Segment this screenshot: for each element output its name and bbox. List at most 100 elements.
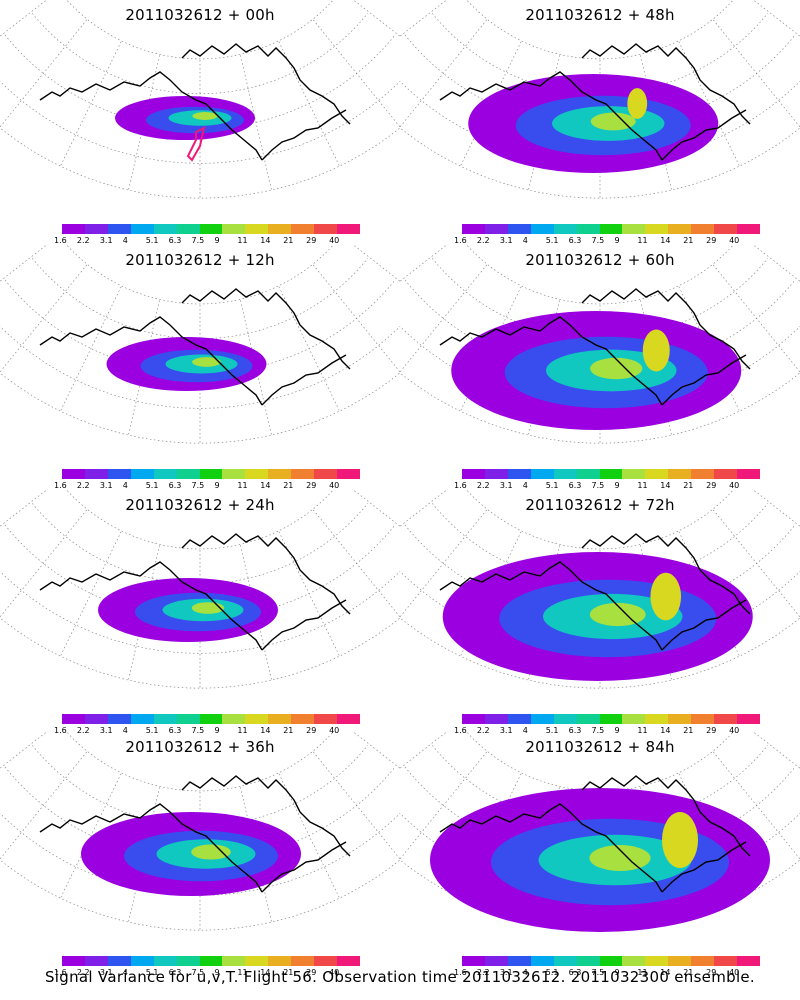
colorbar-label: 11: [237, 726, 248, 735]
colorbar-label: 5.1: [145, 726, 159, 735]
colorbar-label: 29: [706, 968, 717, 977]
colorbar-swatch: [337, 469, 360, 479]
colorbar-swatch: [576, 469, 600, 479]
colorbar-swatch: [84, 224, 108, 234]
colorbar-label: 29: [306, 236, 317, 245]
colorbar-swatch: [462, 956, 485, 966]
colorbar-label: 6.3: [568, 481, 582, 490]
map-panel: 2011032612 + 36h 1.6 2.2 3.1 4 5.1 6.3 7.5 9 11 14…: [0, 732, 400, 977]
colorbar-swatch: [314, 956, 338, 966]
colorbar-swatch: [530, 714, 554, 724]
colorbar-swatch: [691, 224, 715, 234]
colorbar-swatch: [130, 714, 154, 724]
colorbar-label: 3.1: [499, 236, 513, 245]
colorbar-labels: 1.6 2.2 3.1 4 5.1 6.3 7.5 9 11 14 21 29 40: [54, 968, 374, 980]
graticule: [0, 0, 400, 200]
map-projection: [0, 0, 400, 200]
colorbar-label: 4: [522, 236, 528, 245]
colorbar-label: 14: [260, 726, 271, 735]
colorbar-label: 14: [660, 968, 671, 977]
colorbar-swatch: [622, 714, 646, 724]
colorbar-swatch: [107, 714, 131, 724]
colorbar-label: 9: [214, 236, 220, 245]
colorbar-label: 9: [214, 481, 220, 490]
colorbar-label: 1.6: [454, 481, 467, 490]
colorbar-swatch: [576, 956, 600, 966]
colorbar-swatch: [314, 224, 338, 234]
colorbar-label: 40: [729, 968, 740, 977]
colorbar-labels: 1.6 2.2 3.1 4 5.1 6.3 7.5 9 11 14 21 29 40: [54, 236, 374, 248]
colorbar-label: 11: [237, 481, 248, 490]
variance-field: [106, 337, 267, 391]
colorbar-label: 1.6: [454, 236, 467, 245]
colorbar-label: 5.1: [545, 481, 559, 490]
colorbar-swatch: [268, 224, 292, 234]
flight-track: [186, 126, 206, 162]
colorbar-label: 5.1: [145, 481, 159, 490]
colorbar-label: 7.5: [191, 236, 205, 245]
colorbar-label: 7.5: [191, 481, 205, 490]
colorbar: [62, 224, 360, 234]
colorbar-swatch: [199, 956, 223, 966]
colorbar-swatch: [507, 469, 531, 479]
colorbar-label: 40: [729, 726, 740, 735]
colorbar-swatch: [222, 469, 246, 479]
colorbar-swatch: [62, 714, 85, 724]
panel-title: 2011032612 + 36h: [125, 738, 275, 756]
colorbar-swatch: [668, 224, 692, 234]
colorbar-label: 14: [660, 236, 671, 245]
colorbar-label: 21: [683, 481, 694, 490]
colorbar-labels: 1.6 2.2 3.1 4 5.1 6.3 7.5 9 11 14 21 29 40: [454, 968, 774, 980]
panel-title: 2011032612 + 60h: [525, 251, 675, 269]
colorbar-swatch: [668, 956, 692, 966]
colorbar-swatch: [291, 714, 315, 724]
colorbar-label: 2.2: [76, 481, 90, 490]
colorbar-label: 11: [637, 968, 648, 977]
map-projection: [400, 245, 800, 445]
colorbar-label: 3.1: [499, 968, 513, 977]
colorbar-label: 14: [260, 236, 271, 245]
colorbar-label: 2.2: [476, 968, 490, 977]
colorbar-swatch: [645, 956, 669, 966]
colorbar-label: 4: [122, 726, 128, 735]
colorbar-swatch: [84, 956, 108, 966]
coastline: [439, 288, 751, 406]
colorbar-label: 9: [614, 236, 620, 245]
map-panel: 2011032612 + 12h 1.6 2.2 3.1 4 5.1 6.3 7.5 9 11 14…: [0, 245, 400, 490]
colorbar-swatch: [268, 469, 292, 479]
panel-title: 2011032612 + 48h: [525, 6, 675, 24]
map-projection: [0, 490, 400, 690]
colorbar-swatch: [507, 714, 531, 724]
colorbar-label: 6.3: [568, 236, 582, 245]
colorbar-swatch: [462, 469, 485, 479]
colorbar-swatch: [576, 714, 600, 724]
colorbar-swatch: [668, 714, 692, 724]
colorbar-swatch: [462, 714, 485, 724]
colorbar: [462, 469, 760, 479]
colorbar-swatch: [737, 956, 760, 966]
colorbar-swatch: [645, 224, 669, 234]
colorbar-label: 6.3: [568, 726, 582, 735]
colorbar-label: 21: [683, 236, 694, 245]
colorbar-swatch: [645, 469, 669, 479]
colorbar-label: 4: [122, 481, 128, 490]
colorbar-label: 21: [283, 726, 294, 735]
colorbar-label: 11: [637, 726, 648, 735]
map-panel: 2011032612 + 48h 1.6 2.2 3.1 4 5.1 6.3 7.5 9 11 14…: [400, 0, 800, 245]
coastline: [439, 775, 751, 893]
colorbar-label: 5.1: [545, 236, 559, 245]
colorbar-label: 1.6: [54, 236, 67, 245]
colorbar-label: 40: [329, 236, 340, 245]
coastline: [39, 43, 351, 161]
colorbar-label: 1.6: [54, 726, 67, 735]
colorbar-label: 2.2: [76, 236, 90, 245]
colorbar-label: 1.6: [454, 726, 467, 735]
colorbar-swatch: [84, 714, 108, 724]
colorbar-labels: 1.6 2.2 3.1 4 5.1 6.3 7.5 9 11 14 21 29 40: [54, 481, 374, 493]
colorbar-label: 4: [522, 726, 528, 735]
colorbar-swatch: [714, 469, 738, 479]
panel-title: 2011032612 + 84h: [525, 738, 675, 756]
colorbar-swatch: [714, 714, 738, 724]
colorbar-swatch: [153, 956, 177, 966]
panel-title: 2011032612 + 00h: [125, 6, 275, 24]
